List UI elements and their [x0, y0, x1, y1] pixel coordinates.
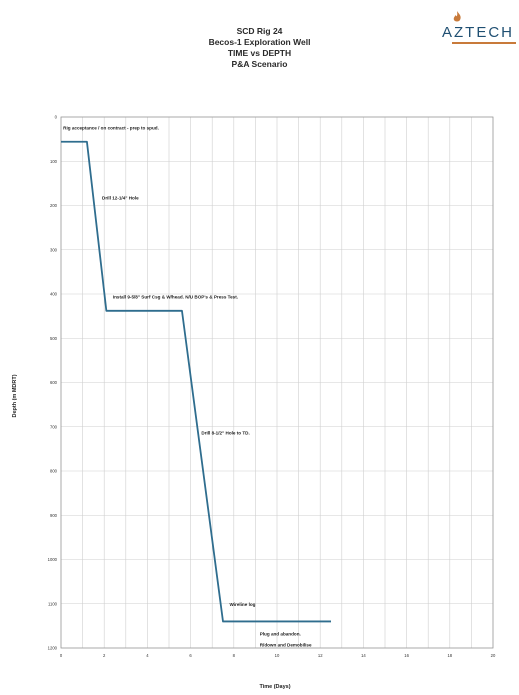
chart-title-line-2: Becos-1 Exploration Well: [208, 37, 311, 47]
chart-annotation: Install 9-5/8" Surf Csg & W/head. N/U BO…: [113, 294, 238, 299]
x-tick-label: 8: [233, 653, 236, 658]
y-axis-label: Depth (m MDRT): [12, 374, 18, 417]
y-tick-label: 800: [50, 469, 58, 474]
y-tick-label: 300: [50, 247, 58, 252]
chart-annotation: Drill 12-1/4" Hole: [102, 195, 139, 200]
logo-text: AZTECH: [442, 24, 514, 41]
chart-title-line-1: SCD Rig 24: [236, 26, 283, 36]
depth-series-line: [61, 140, 331, 623]
chart-title-block: SCD Rig 24 Becos-1 Exploration Well TIME…: [0, 26, 519, 70]
chart-title-line-3: TIME vs DEPTH: [227, 48, 292, 58]
flame-logo-icon: [453, 11, 461, 22]
x-tick-label: 18: [447, 653, 452, 658]
annotation-layer: Rig acceptance / on contract - prep to s…: [63, 125, 312, 647]
x-tick-label: 12: [318, 653, 323, 658]
chart-annotation: Wireline log: [229, 602, 255, 607]
chart-annotation: Drill 8-1/2" Hole to TD.: [201, 431, 249, 436]
y-tick-label: 700: [50, 424, 58, 429]
logo-underline: [452, 42, 516, 44]
x-tick-label: 0: [60, 653, 63, 658]
chart-annotation: Plug and abandon.: [260, 632, 301, 637]
y-tick-label: 0: [55, 115, 58, 120]
aztech-logo: AZTECH: [440, 11, 519, 46]
y-tick-label: 600: [50, 380, 58, 385]
y-tick-label: 200: [50, 203, 58, 208]
x-tick-label: 6: [189, 653, 192, 658]
plot-frame: [60, 116, 494, 649]
x-tick-label: 20: [491, 653, 496, 658]
tick-label-layer: 0 2 4 6 8 10 12 14 16 18 2001002003004005006007008…: [48, 115, 496, 659]
x-axis-label: Time (Days): [259, 684, 290, 690]
x-tick-label: 4: [146, 653, 149, 658]
y-tick-label: 900: [50, 513, 58, 518]
chart-annotation: R/down and Demobilise: [260, 643, 312, 648]
y-tick-label: 500: [50, 336, 58, 341]
y-tick-label: 400: [50, 292, 58, 297]
chart-annotation: Rig acceptance / on contract - prep to s…: [63, 125, 159, 130]
chart-title-line-4: P&A Scenario: [231, 59, 288, 69]
y-tick-label: 1200: [48, 646, 58, 651]
x-tick-label: 14: [361, 653, 366, 658]
x-tick-label: 2: [103, 653, 106, 658]
y-tick-label: 100: [50, 159, 58, 164]
x-tick-label: 10: [275, 653, 280, 658]
series-layer: [61, 140, 331, 623]
y-tick-label: 1000: [48, 557, 58, 562]
y-tick-label: 1100: [48, 601, 58, 606]
x-tick-label: 16: [404, 653, 409, 658]
